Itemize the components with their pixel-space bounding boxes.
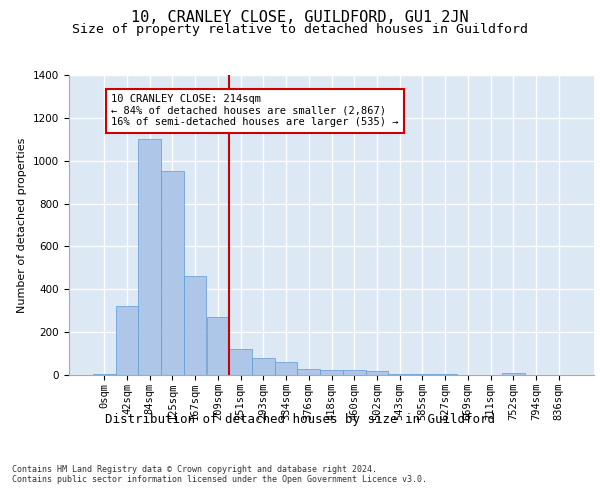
Bar: [343, 370, 365, 375]
Text: Size of property relative to detached houses in Guildford: Size of property relative to detached ho…: [72, 22, 528, 36]
Bar: [161, 172, 184, 375]
Text: Distribution of detached houses by size in Guildford: Distribution of detached houses by size …: [105, 412, 495, 426]
Bar: [298, 368, 320, 375]
Bar: [116, 306, 139, 375]
Bar: [365, 370, 388, 375]
Bar: [139, 140, 161, 375]
Bar: [388, 374, 411, 375]
Bar: [229, 350, 252, 375]
Text: 10, CRANLEY CLOSE, GUILDFORD, GU1 2JN: 10, CRANLEY CLOSE, GUILDFORD, GU1 2JN: [131, 10, 469, 25]
Bar: [411, 374, 434, 375]
Bar: [275, 362, 298, 375]
Bar: [434, 374, 457, 375]
Bar: [206, 317, 229, 375]
Bar: [252, 358, 275, 375]
Y-axis label: Number of detached properties: Number of detached properties: [17, 138, 28, 312]
Bar: [93, 374, 116, 375]
Bar: [502, 373, 524, 375]
Text: Contains HM Land Registry data © Crown copyright and database right 2024.
Contai: Contains HM Land Registry data © Crown c…: [12, 465, 427, 484]
Bar: [184, 276, 206, 375]
Bar: [320, 370, 343, 375]
Text: 10 CRANLEY CLOSE: 214sqm
← 84% of detached houses are smaller (2,867)
16% of sem: 10 CRANLEY CLOSE: 214sqm ← 84% of detach…: [111, 94, 398, 128]
